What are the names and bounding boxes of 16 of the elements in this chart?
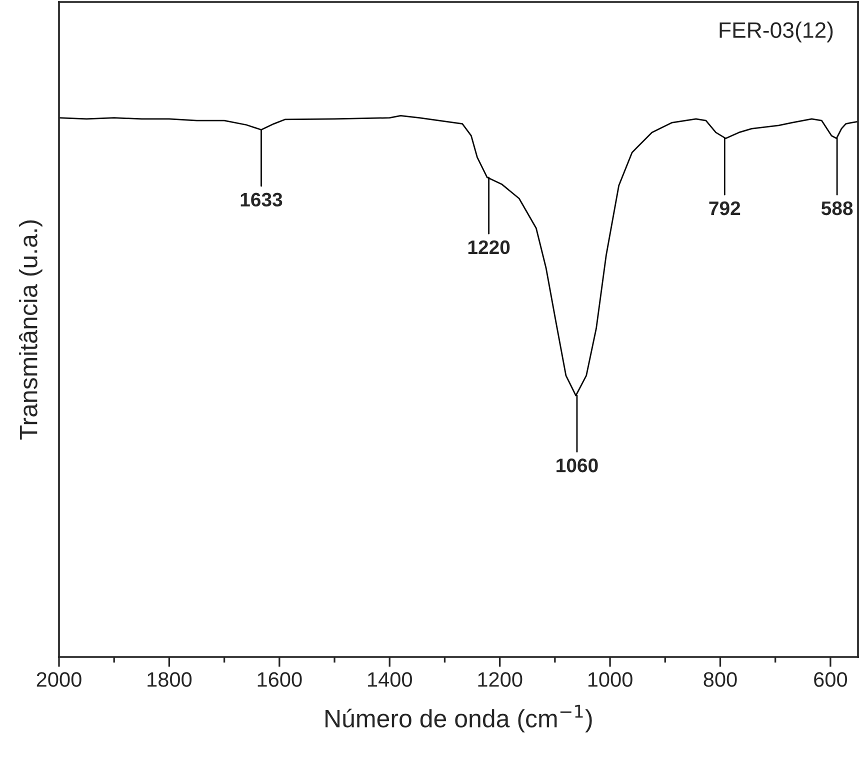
- annotation: 1633: [240, 192, 282, 207]
- x-tick-label: 1200: [478, 672, 522, 687]
- x-tick-label: 800: [704, 672, 737, 687]
- annotation: 1060: [556, 458, 598, 472]
- annotation: 588: [821, 201, 853, 216]
- annotation: 792: [709, 201, 740, 216]
- x-tick-label: 1000: [588, 672, 632, 687]
- text: FER-03(12): [720, 22, 833, 42]
- x-tick-label: 1400: [368, 672, 412, 687]
- x-tick-label: 2000: [36, 672, 82, 687]
- x-tick-label: 1600: [258, 672, 302, 687]
- y-axis-title: Transmitância (u.a.): [18, 220, 42, 440]
- x-axis-title: Número de onda (cm$^{−1}$): [326, 704, 592, 732]
- x-tick-label: 600: [814, 672, 848, 687]
- x-tick-label: 1800: [148, 672, 192, 687]
- annotation: 1220: [468, 240, 510, 254]
